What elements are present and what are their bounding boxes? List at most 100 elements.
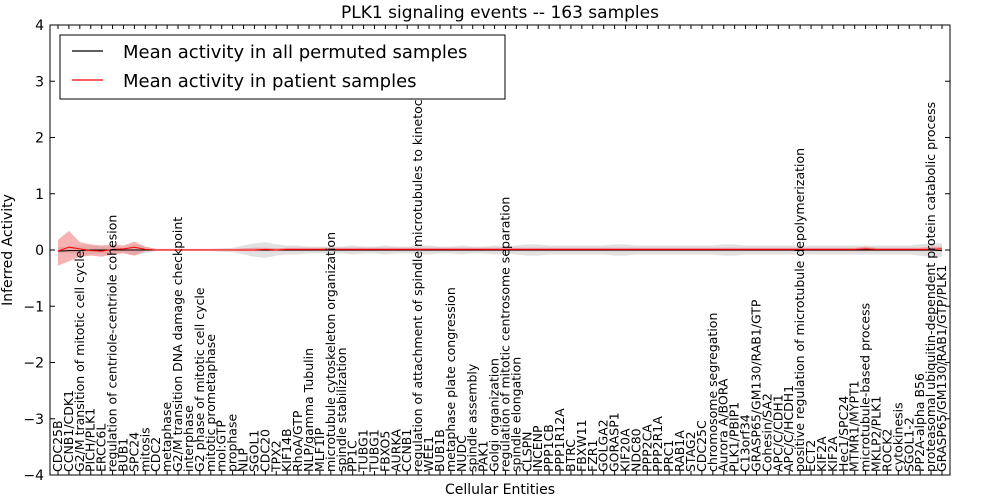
x-category-label: PPP1CB <box>541 424 556 472</box>
x-category-label: CDC25B <box>50 420 65 472</box>
x-category-label: SGOL1 <box>246 430 261 472</box>
x-category-label: PLK1/PBIP1 <box>727 402 742 472</box>
x-category-label: G2 phase of mitotic cell cycle <box>192 287 207 472</box>
x-category-label: Golgi organization <box>487 358 502 472</box>
x-category-label: CDC20 <box>257 429 272 472</box>
y-tick-label: −1 <box>23 299 44 315</box>
x-category-label: CDC2 <box>148 437 163 472</box>
x-category-label: mol:GTP <box>214 420 229 472</box>
legend-box <box>59 34 506 100</box>
x-category-label: FZR1 <box>585 440 600 472</box>
x-category-label: APC/C/CDH1 <box>770 394 785 472</box>
x-category-label: AURKA <box>388 429 403 472</box>
x-category-label: MTMR1/MYPT1 <box>847 380 862 472</box>
x-category-label: INCENP <box>530 425 545 472</box>
x-category-label: regulation of centriole-centriole cohesi… <box>105 215 120 472</box>
x-category-label: Hec1/SPC24 <box>836 396 851 472</box>
x-category-label: regulation of mitotic centrosome separat… <box>498 197 513 472</box>
x-category-label: mitotic prometaphase <box>203 334 218 472</box>
y-tick-label: 2 <box>35 131 44 147</box>
x-category-label: chromosome segregation <box>705 313 720 472</box>
x-category-label: PPP2CA <box>639 424 654 472</box>
x-category-label: NUDC <box>454 435 469 472</box>
x-category-label: Cohesin/SA2 <box>759 393 774 472</box>
x-category-label: SPC24 <box>126 432 141 472</box>
x-category-label: GRASP65/GM130/RAB1/GTP <box>749 299 764 472</box>
x-category-label: FBXO5 <box>377 431 392 472</box>
y-tick-label: −3 <box>23 412 44 428</box>
x-category-label: microtubule cytoskeleton organization <box>323 232 338 472</box>
legend: Mean activity in all permuted samples Me… <box>59 34 506 100</box>
x-category-label: TUBG1 <box>356 429 371 473</box>
x-category-label: NLP <box>236 448 251 472</box>
x-category-label: microtubule-based process <box>858 303 873 472</box>
x-category-label: KIF20A <box>618 428 633 472</box>
x-category-label: BUB1 <box>116 438 131 472</box>
x-category-label: GORASP1 <box>607 412 622 472</box>
x-category-label: MKLP2/PLK1 <box>869 396 884 472</box>
y-tick-label: −2 <box>23 356 44 372</box>
x-category-label: ECT2 <box>803 440 818 472</box>
x-category-label: NLP/gamma Tubulin <box>301 348 316 472</box>
x-category-label: PPP1R12A <box>552 408 567 472</box>
x-category-label: CLSPN <box>519 431 534 472</box>
x-category-label: KIF14B <box>279 428 294 472</box>
x-category-label: cytokinesis <box>890 402 905 472</box>
x-category-label: WEE1 <box>421 436 436 472</box>
legend-label-permuted: Mean activity in all permuted samples <box>123 42 467 63</box>
y-axis-label: Inferred Activity <box>0 194 16 306</box>
x-category-label: mitosis <box>137 427 152 472</box>
x-category-label: CDC25C <box>694 420 709 472</box>
chart-title: PLK1 signaling events -- 163 samples <box>341 3 659 23</box>
x-category-label: PP2A-alpha B56 <box>912 373 927 472</box>
x-category-label: Aurora A/BORA <box>716 378 731 472</box>
x-category-label: C13orf34 <box>738 414 753 472</box>
x-category-label: RhoA/GTP <box>290 410 305 472</box>
x-category-label: MLF1IP <box>312 427 327 472</box>
x-category-label: CCNB1 <box>399 429 414 472</box>
x-category-label: PPP2R1A <box>650 416 665 472</box>
x-category-label: PRC1 <box>661 440 676 472</box>
x-category-label: G2/M transition of mitotic cell cycle <box>72 250 87 472</box>
band-patient <box>58 230 942 266</box>
x-category-label: CCNB1/CDK1 <box>61 390 76 472</box>
y-tick-label: 0 <box>35 243 44 259</box>
x-category-label: TUBG1 <box>367 429 382 473</box>
x-category-label: interphase <box>181 405 196 472</box>
x-category-label: ROCK2 <box>879 429 894 472</box>
x-category-label: TPX2 <box>268 440 283 473</box>
legend-label-patient: Mean activity in patient samples <box>123 71 417 92</box>
x-category-label: GOLGA2 <box>596 419 611 472</box>
y-tick-label: 4 <box>35 18 44 34</box>
x-category-label: SGOL1-2 <box>901 417 916 472</box>
x-category-label: spindle elongation <box>508 357 523 472</box>
x-category-label: NDC80 <box>628 428 643 472</box>
y-tick-label: 3 <box>35 74 44 90</box>
x-category-label: prophase <box>225 414 240 472</box>
x-category-label: spindle stabilization <box>334 347 349 472</box>
x-category-label: PP1C <box>345 440 360 472</box>
x-category-label: ERCC6L <box>94 424 109 472</box>
x-category-label: STAG2 <box>683 431 698 472</box>
x-category-label: GRASP65/GM130/RAB1/GTP/PLK1 <box>934 265 949 472</box>
x-category-label: metaphase plate congression <box>443 287 458 472</box>
x-category-label: metaphase <box>159 402 174 472</box>
y-tick-label: −4 <box>23 468 44 484</box>
y-tick-label: 1 <box>35 187 44 203</box>
x-category-label: APC/C/HCDH1 <box>781 385 796 472</box>
x-category-label: PICH/PLK1 <box>83 408 98 472</box>
series-line-patient <box>57 246 943 252</box>
x-category-label: FBXW11 <box>574 419 589 472</box>
x-category-label: KIF2A <box>814 436 829 472</box>
x-category-label: RAB1A <box>672 430 687 472</box>
x-category-label: regulation of attachment of spindle micr… <box>410 71 425 472</box>
x-category-label: PAK1 <box>476 441 491 472</box>
x-category-label: BUB1B <box>432 429 447 472</box>
x-category-label: positive regulation of microtubule depol… <box>792 148 807 472</box>
x-axis-label: Cellular Entities <box>445 482 555 498</box>
plot-frame <box>49 24 951 476</box>
x-category-label: proteasomal ubiquitin-dependent protein … <box>923 102 938 472</box>
x-category-label: spindle assembly <box>465 363 480 472</box>
x-category-label: BTRC <box>563 439 578 472</box>
